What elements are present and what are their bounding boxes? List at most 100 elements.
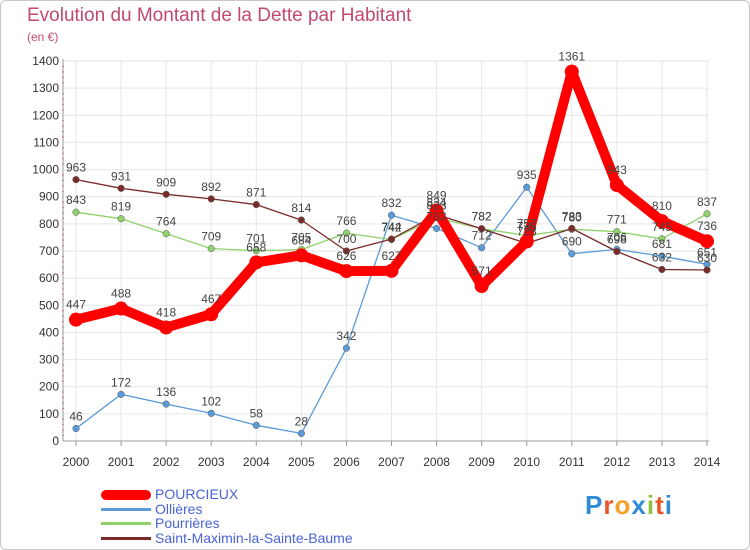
data-point-ollieres [162,400,170,408]
data-point-pourrieres [703,210,711,218]
data-point-ollieres [433,224,441,233]
data-label-saint-maximin-la-sainte-baume: 728 [517,224,537,238]
x-tick-label: 2006 [333,455,360,469]
data-point-saint-maximin-la-sainte-baume [72,176,80,184]
data-label-ollieres: 651 [697,245,717,259]
data-label-saint-maximin-la-sainte-baume: 783 [562,209,582,223]
y-tick-label: 400 [39,325,59,339]
data-label-saint-maximin-la-sainte-baume: 963 [66,161,86,175]
data-label-saint-maximin-la-sainte-baume: 630 [697,251,717,265]
data-label-pourcieux: 627 [381,249,401,263]
data-point-saint-maximin-la-sainte-baume [252,201,260,209]
x-tick-label: 2009 [468,455,495,469]
x-tick-label: 2000 [63,455,90,469]
data-point-pourcieux [700,234,714,249]
data-point-pourrieres [162,230,170,238]
y-tick-label: 500 [39,298,59,312]
x-tick-label: 2004 [243,455,270,469]
logo-letter: o [614,490,632,520]
data-point-ollieres [523,183,531,191]
data-label-pourcieux: 467 [201,292,221,306]
data-label-saint-maximin-la-sainte-baume: 909 [156,175,176,189]
chart-unit-label: (en €) [27,30,59,44]
data-label-ollieres: 102 [201,394,221,408]
x-tick-label: 2011 [559,455,585,469]
data-label-pourcieux: 684 [291,233,311,247]
data-label-pourrieres: 742 [381,221,401,235]
legend-swatch-mark [101,508,151,511]
proxiti-logo: Proxiti [585,490,673,521]
data-point-ollieres [297,429,305,437]
y-tick-label: 600 [39,271,59,285]
data-label-ollieres: 832 [381,196,401,210]
legend-swatch-pourrieres [101,522,151,525]
x-tick-label: 2012 [604,455,631,469]
data-point-ollieres [342,344,350,352]
data-label-pourcieux: 735 [517,220,537,234]
data-label-ollieres: 681 [652,237,672,251]
y-tick-label: 100 [39,407,59,421]
data-point-pourcieux [249,255,264,270]
x-tick-label: 2014 [694,455,721,469]
legend-swatch-mark [101,522,151,525]
data-label-saint-maximin-la-sainte-baume: 632 [652,250,672,264]
legend-label: POURCIEUX [155,486,239,502]
legend-swatch-saint-maximin [101,537,151,540]
data-label-ollieres: 712 [472,229,492,243]
data-point-pourcieux [384,263,399,278]
data-label-pourrieres: 701 [246,232,266,246]
data-point-pourcieux [564,64,579,79]
logo-letter: P [585,490,604,520]
x-tick-label: 2001 [108,455,135,469]
data-point-pourcieux [519,234,534,249]
data-point-pourcieux [204,307,219,322]
data-label-saint-maximin-la-sainte-baume: 744 [381,220,401,234]
data-label-saint-maximin-la-sainte-baume: 700 [336,232,356,246]
data-label-ollieres: 136 [156,385,176,399]
logo-letter: i [664,490,673,520]
data-label-ollieres: 28 [295,414,309,428]
data-label-saint-maximin-la-sainte-baume: 892 [201,180,221,194]
data-point-pourcieux [474,279,489,294]
y-tick-label: 1300 [32,81,59,95]
data-point-saint-maximin-la-sainte-baume [297,216,305,224]
data-label-ollieres: 46 [69,410,83,424]
legend-swatch-mark [101,537,151,540]
data-label-pourrieres: 771 [607,213,627,227]
data-label-pourrieres: 837 [697,195,717,209]
data-point-saint-maximin-la-sainte-baume [568,224,576,233]
data-label-pourcieux: 810 [652,199,672,213]
chart-title: Evolution du Montant de la Dette par Hab… [27,5,412,26]
data-point-ollieres [117,390,125,398]
data-label-ollieres: 783 [427,209,447,223]
data-label-ollieres: 935 [517,168,537,182]
data-label-pourcieux: 488 [111,287,131,301]
data-point-pourrieres [658,235,666,243]
data-label-pourrieres: 782 [472,210,492,224]
data-point-saint-maximin-la-sainte-baume [207,195,215,203]
data-point-pourrieres [252,247,260,255]
legend-swatch-mark [101,490,151,500]
data-label-pourcieux: 418 [156,306,176,320]
data-label-ollieres: 342 [336,329,356,343]
logo-letter: i [646,490,656,520]
data-label-pourrieres: 745 [652,220,672,234]
data-label-pourcieux: 658 [246,240,266,254]
data-point-pourcieux [609,178,624,193]
y-tick-label: 200 [39,380,59,394]
data-point-saint-maximin-la-sainte-baume [162,190,170,198]
data-label-saint-maximin-la-sainte-baume: 814 [291,201,311,215]
legend-label: Ollières [155,501,203,517]
y-tick-label: 0 [52,434,59,448]
y-tick-label: 1200 [32,108,59,122]
data-label-pourcieux: 447 [66,298,86,312]
x-tick-label: 2003 [198,455,225,469]
x-tick-label: 2007 [378,455,405,469]
data-point-ollieres [478,244,486,252]
y-tick-label: 1400 [32,54,59,68]
legend-label: Pourrières [155,515,220,531]
data-point-ollieres [72,424,80,433]
x-tick-label: 2002 [153,455,180,469]
data-point-saint-maximin-la-sainte-baume [342,247,350,255]
